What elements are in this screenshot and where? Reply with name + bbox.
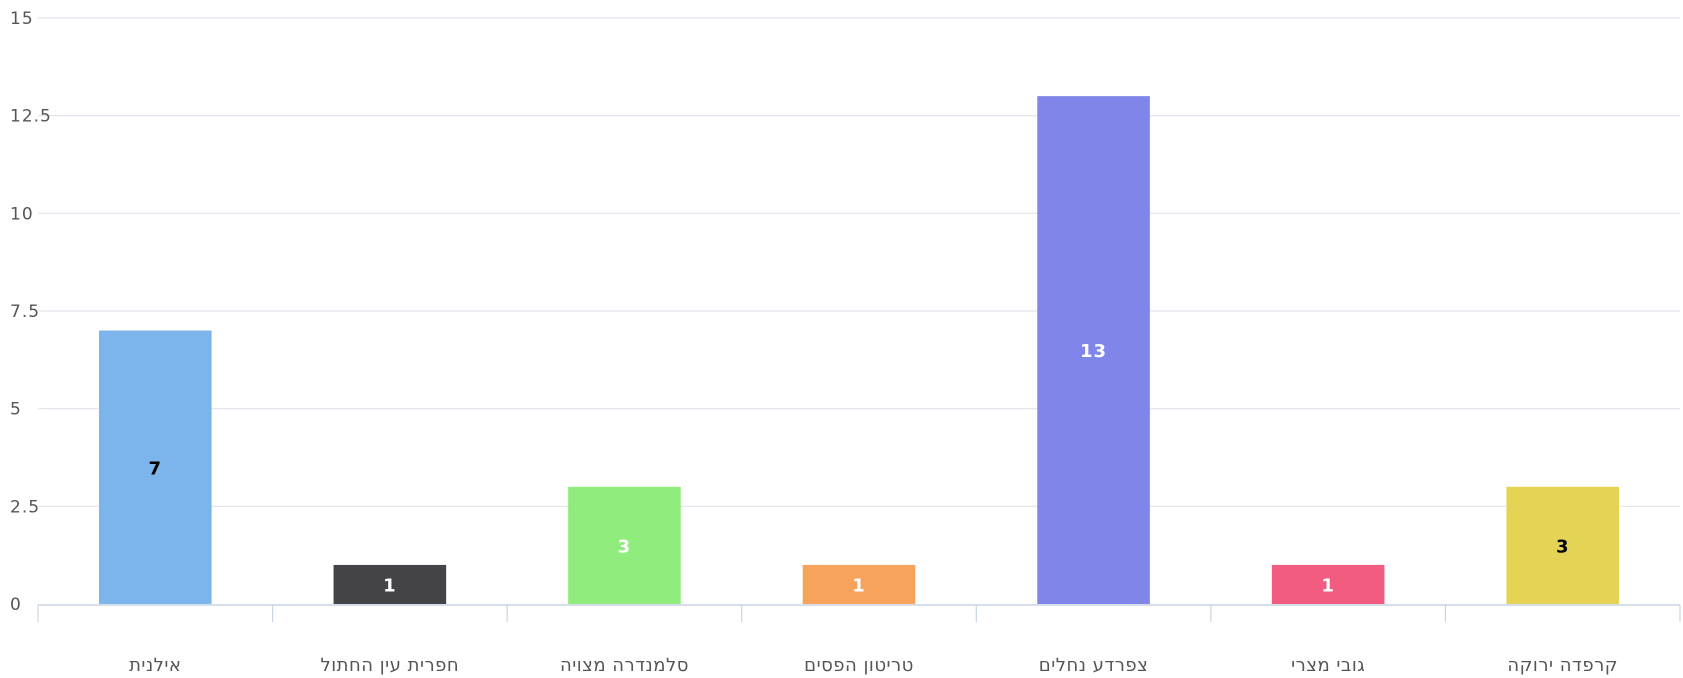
bar-6[interactable] [1506,486,1620,604]
bar-value-label-5: 1 [1321,575,1335,596]
x-tick-label-4: צפרדע נחלים [1039,655,1149,676]
x-tick-label-0: אילנית [129,655,181,676]
x-tick-label-5: גובי מצרי [1291,655,1365,676]
x-tick-label-6: קרפדה ירוקה [1507,655,1618,676]
bar-value-label-3: 1 [852,575,866,596]
x-axis [37,604,1681,622]
y-tick-label-0: 0 [10,595,22,615]
y-tick-label-2: 5 [10,400,22,420]
bar-0[interactable] [98,330,212,604]
bar-3[interactable] [802,564,916,604]
x-tick-label-3: טריטון הפסים [804,655,914,676]
y-axis-tick-labels: 0 2.5 5 7.5 10 12.5 15 [10,9,52,615]
x-tick-label-2: סלמנדרה מצויה [560,655,689,676]
bar-value-label-2: 3 [618,536,632,557]
bar-value-label-0: 7 [149,458,163,479]
y-tick-label-3: 7.5 [10,302,40,322]
y-grid-lines [38,17,1680,507]
bar-value-label-1: 1 [383,575,397,596]
bar-value-label-6: 3 [1556,536,1570,557]
bar-2[interactable] [568,486,681,604]
y-tick-label-5: 12.5 [10,107,52,127]
bar-5[interactable] [1271,564,1385,604]
bars [98,96,1620,604]
x-tick-label-1: חפרית עין החתול [321,655,460,676]
y-tick-label-6: 15 [10,9,34,29]
y-tick-label-1: 2.5 [10,497,40,517]
bar-1[interactable] [333,564,447,604]
y-tick-label-4: 10 [10,204,34,224]
bar-value-label-4: 13 [1080,341,1107,362]
bar-4[interactable] [1037,96,1150,604]
x-axis-tick-labels: אילנית חפרית עין החתול סלמנדרה מצויה טריטון… [129,655,1618,676]
